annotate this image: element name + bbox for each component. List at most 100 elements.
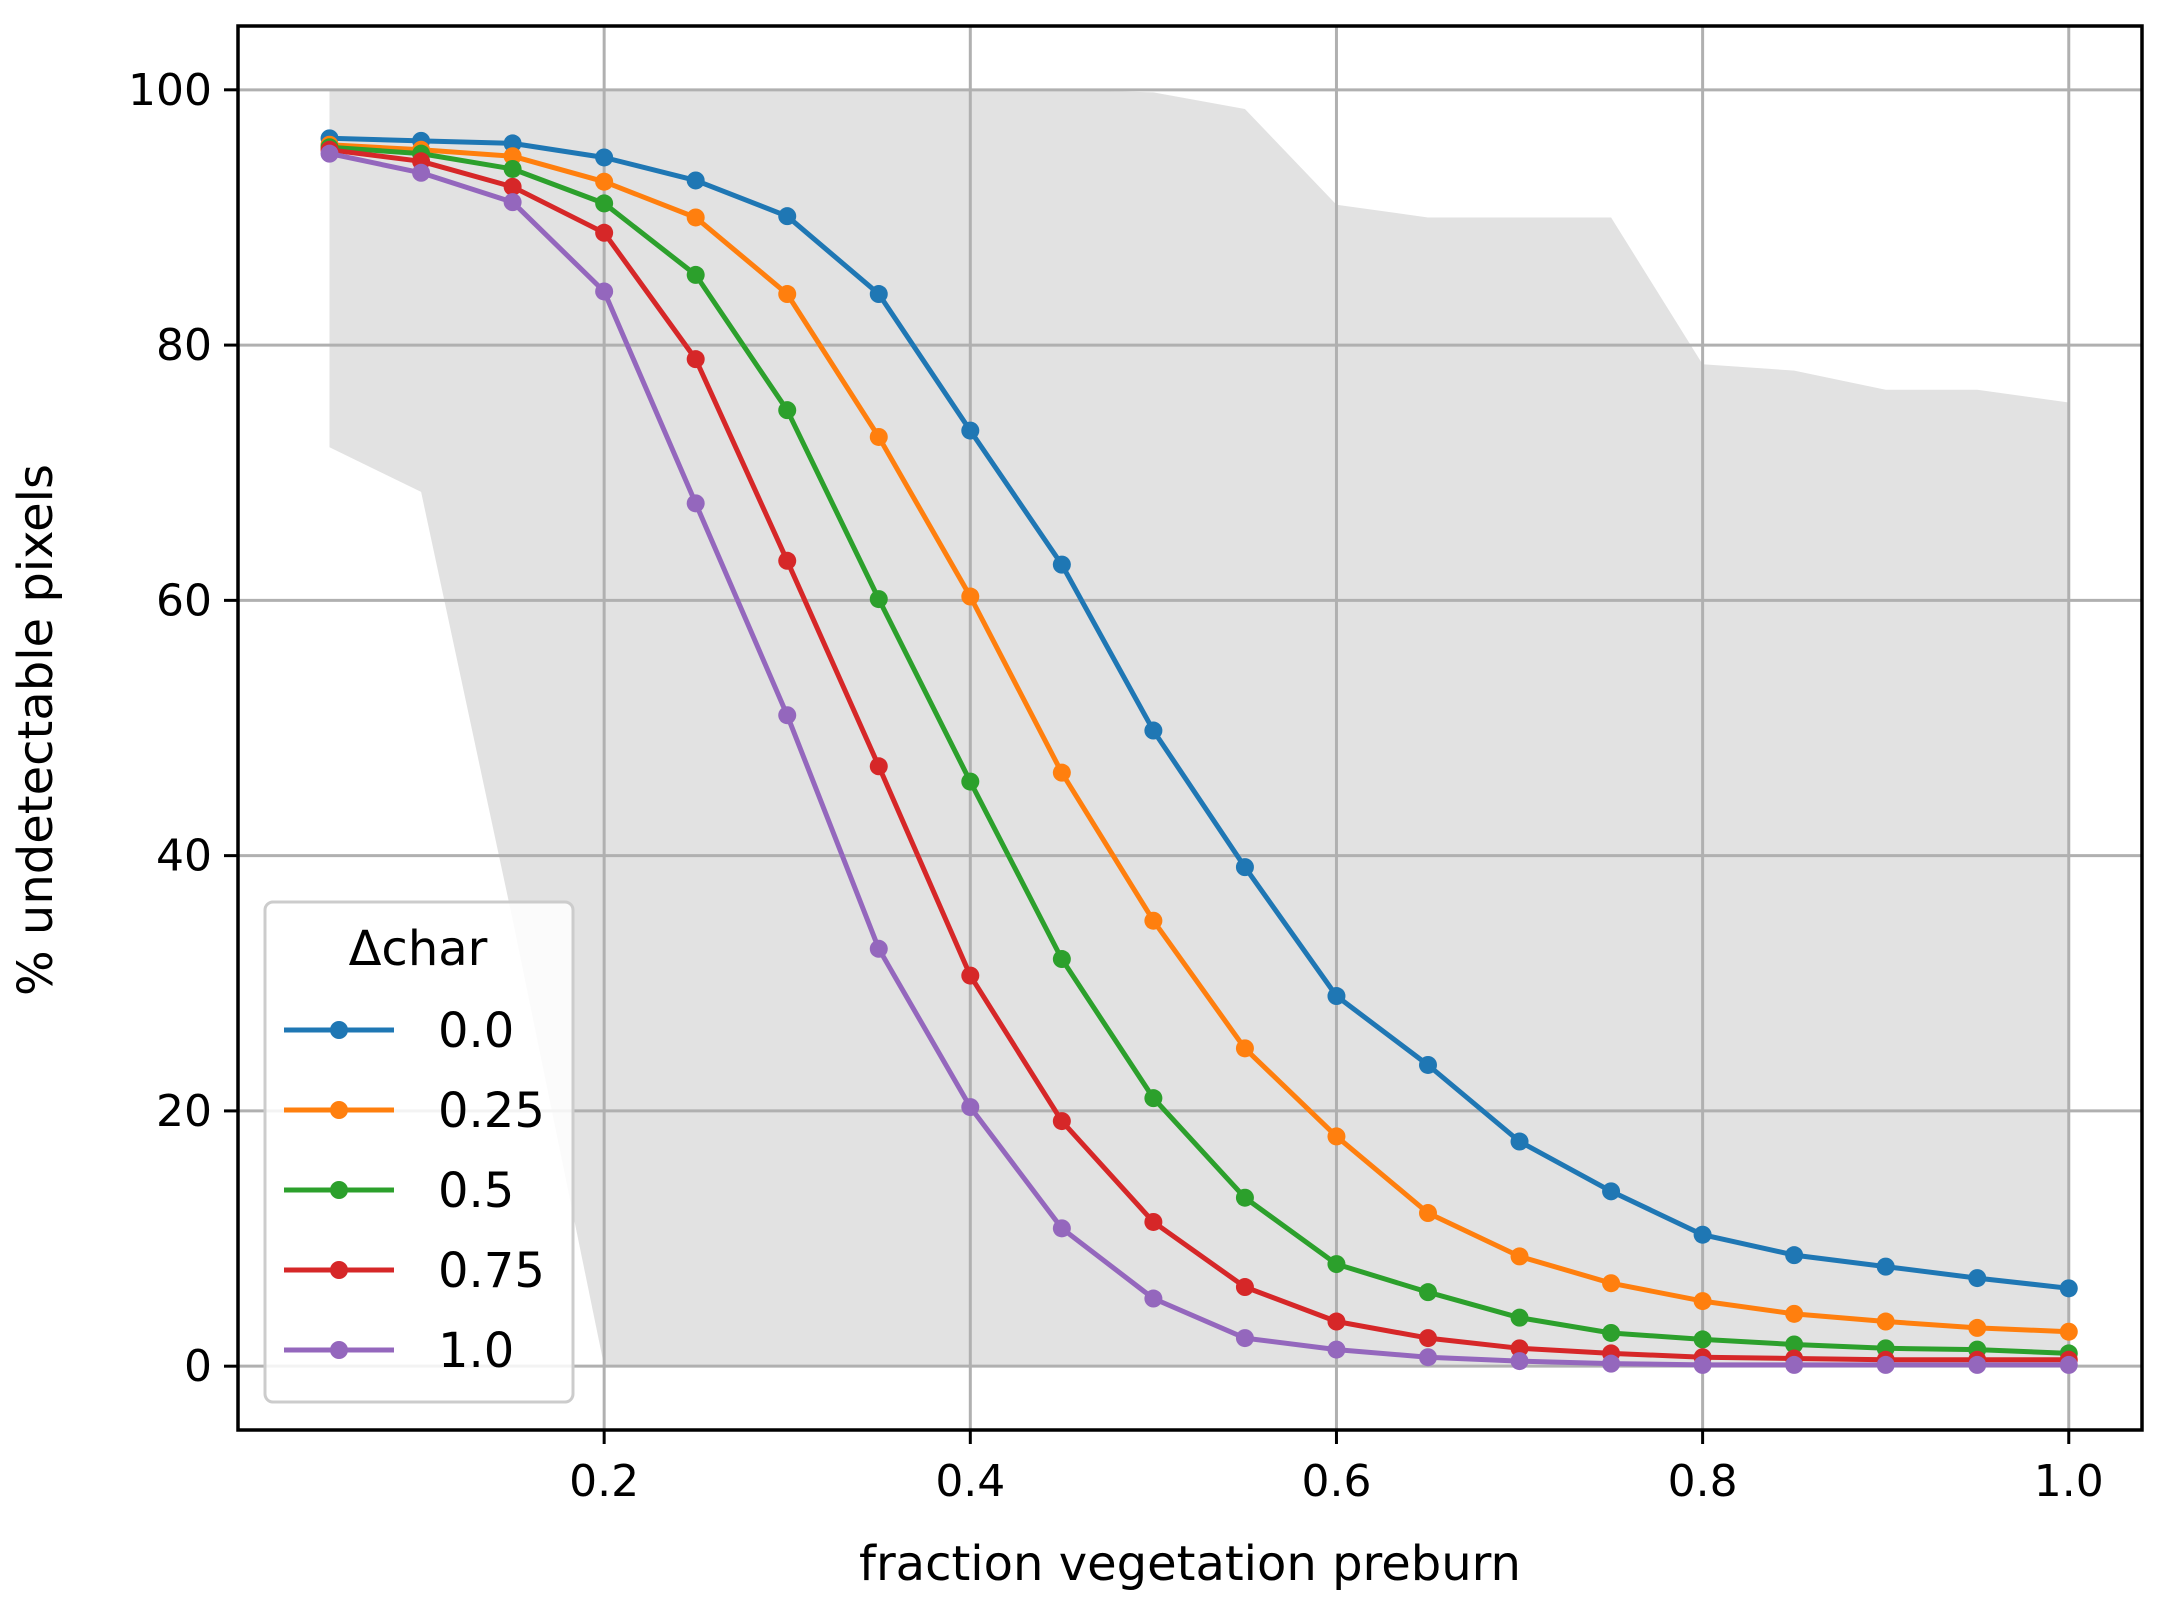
y-tick-label: 100 xyxy=(128,65,212,116)
series-3-point xyxy=(1144,1212,1163,1231)
series-3-point xyxy=(1052,1112,1071,1131)
series-1-point xyxy=(961,587,980,606)
series-2-point xyxy=(503,159,522,178)
series-1-point xyxy=(1510,1247,1529,1266)
series-0-point xyxy=(2059,1279,2078,1298)
x-tick-label: 1.0 xyxy=(2034,1456,2104,1507)
series-2-point xyxy=(1419,1283,1437,1302)
series-4-point xyxy=(1052,1219,1071,1238)
series-1-point xyxy=(503,147,522,166)
series-3-point xyxy=(1235,1278,1254,1297)
series-2-point xyxy=(1510,1308,1529,1327)
legend-marker-4 xyxy=(330,1341,348,1359)
x-tick-label: 0.4 xyxy=(935,1456,1005,1507)
series-0-point xyxy=(1602,1182,1621,1201)
series-3-point xyxy=(503,177,522,196)
series-2-point xyxy=(1602,1323,1621,1342)
y-tick-label: 0 xyxy=(184,1341,212,1392)
series-4-point xyxy=(1327,1340,1346,1359)
series-4-point xyxy=(1602,1354,1621,1373)
series-line-1 xyxy=(327,142,2072,1335)
series-4-point xyxy=(503,193,522,212)
series-0-point xyxy=(1419,1055,1437,1074)
series-4-point xyxy=(1785,1355,1804,1374)
legend-title: Δchar xyxy=(349,921,488,977)
series-3-point xyxy=(686,350,705,369)
series-2-point xyxy=(961,772,980,791)
series-3-point xyxy=(1510,1339,1529,1358)
legend-label-1: 0.25 xyxy=(438,1083,545,1139)
series-1-point xyxy=(1144,911,1163,930)
series-0-point xyxy=(1876,1257,1895,1276)
series-3-point xyxy=(961,966,980,985)
series-4-point xyxy=(1235,1329,1254,1348)
series-0-point xyxy=(1235,858,1254,877)
series-1-point xyxy=(1602,1274,1621,1293)
axes-frame-border xyxy=(236,24,2144,1432)
series-0-point xyxy=(1968,1269,1987,1288)
y-tick-label: 60 xyxy=(156,575,212,626)
series-1-point xyxy=(1327,1127,1346,1146)
series-2-point xyxy=(686,265,705,284)
series-3-point xyxy=(595,223,614,242)
y-tick-label: 80 xyxy=(156,320,212,371)
series-2-point xyxy=(1144,1089,1163,1108)
series-1-point xyxy=(1876,1312,1895,1331)
series-0-point xyxy=(778,207,797,226)
series-4-point xyxy=(1144,1289,1163,1308)
series-1-point xyxy=(595,172,614,191)
series-line-3 xyxy=(327,147,2072,1363)
legend-label-0: 0.0 xyxy=(438,1003,514,1059)
series-1-point xyxy=(1785,1304,1804,1323)
series-line-4 xyxy=(327,151,2072,1368)
series-0-point xyxy=(1785,1246,1804,1265)
series-1-point xyxy=(1968,1318,1987,1337)
series-line-0 xyxy=(327,135,2072,1291)
series-4-point xyxy=(1876,1355,1895,1374)
series-lines xyxy=(320,129,2078,1374)
series-0-point xyxy=(869,285,888,304)
x-tick-label: 0.2 xyxy=(569,1456,639,1507)
legend-label-3: 0.75 xyxy=(438,1243,545,1299)
x-axis-label: fraction vegetation preburn xyxy=(859,1536,1521,1592)
y-axis-label: % undetectable pixels xyxy=(8,464,64,996)
series-1-point xyxy=(869,427,888,446)
series-1-point xyxy=(778,285,797,304)
series-3-point xyxy=(1419,1329,1437,1348)
series-4-point xyxy=(1510,1352,1529,1371)
legend-label-4: 1.0 xyxy=(438,1323,514,1379)
series-4-point xyxy=(320,144,339,163)
series-1-point xyxy=(1235,1039,1254,1058)
series-3-point xyxy=(869,757,888,776)
series-3-point xyxy=(778,551,797,570)
x-tick-label: 0.8 xyxy=(1668,1456,1738,1507)
series-2-point xyxy=(1052,950,1071,969)
series-4-point xyxy=(778,706,797,725)
y-tick-label: 20 xyxy=(156,1086,212,1137)
legend-marker-1 xyxy=(330,1101,348,1119)
series-2-point xyxy=(1785,1335,1804,1354)
axis-ticks: 0.2 0.4 0.6 0.8 1.0 0 20 40 60 80 100 xyxy=(128,65,2104,1507)
axes-frame xyxy=(236,24,2144,1432)
legend-box xyxy=(263,900,575,1404)
legend-marker-3 xyxy=(330,1261,348,1279)
series-1-point xyxy=(1052,763,1071,782)
series-1-point xyxy=(2059,1322,2078,1341)
series-0-point xyxy=(1144,721,1163,740)
series-0-point xyxy=(1327,987,1346,1006)
legend-marker-2 xyxy=(330,1181,348,1199)
legend: Δchar 0.0 0.25 0.5 0.75 1.0 xyxy=(263,900,575,1404)
series-4-point xyxy=(686,494,705,513)
legend-entries: 0.0 0.25 0.5 0.75 1.0 xyxy=(284,1003,545,1379)
series-0-point xyxy=(961,421,980,440)
series-4-point xyxy=(2059,1355,2078,1374)
series-2-point xyxy=(1235,1188,1254,1207)
series-0-point xyxy=(1693,1225,1712,1244)
series-2-point xyxy=(778,401,797,420)
series-0-point xyxy=(1052,555,1071,574)
series-2-point xyxy=(1327,1255,1346,1274)
legend-label-2: 0.5 xyxy=(438,1163,514,1219)
series-1-point xyxy=(1693,1292,1712,1311)
series-2-point xyxy=(869,590,888,609)
